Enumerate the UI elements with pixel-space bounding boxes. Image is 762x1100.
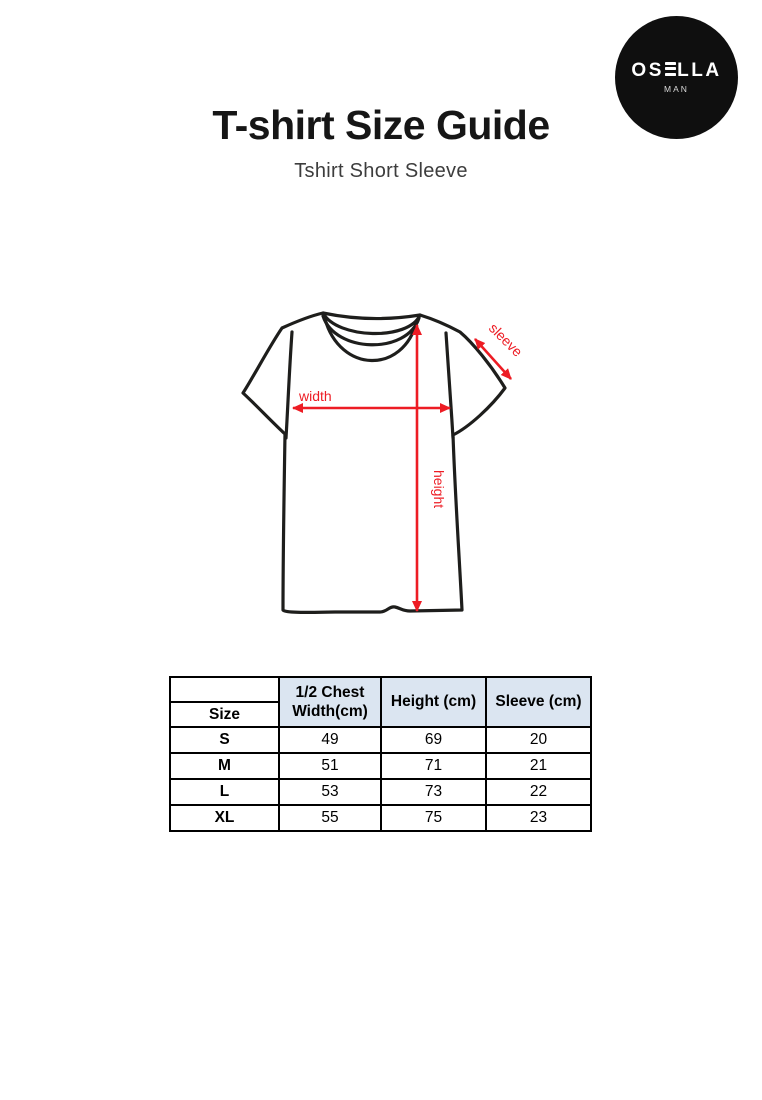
size-table-container: 1/2 Chest Width(cm) Height (cm) Sleeve (… (169, 676, 592, 832)
header-sleeve: Sleeve (cm) (485, 676, 592, 728)
page-title: T-shirt Size Guide (212, 102, 550, 148)
sleeve-cell: 23 (485, 804, 592, 832)
corner-empty-cell (169, 676, 280, 703)
logo-sub-text: MAN (664, 84, 689, 95)
size-cell: S (169, 726, 280, 754)
height-cell: 71 (380, 752, 487, 780)
sleeve-cell: 20 (485, 726, 592, 754)
chest-cell: 51 (278, 752, 382, 780)
header-row-bottom: Size (169, 701, 591, 728)
height-label: height (431, 470, 447, 508)
sleeve-arrow (474, 338, 512, 380)
chest-cell: 53 (278, 778, 382, 806)
page-subtitle: Tshirt Short Sleeve (294, 160, 468, 182)
height-cell: 75 (380, 804, 487, 832)
header-size: Size (169, 701, 280, 728)
header-chest-width: 1/2 Chest Width(cm) (278, 676, 382, 728)
logo-brand-text: OS LLA (631, 59, 722, 81)
chest-cell: 49 (278, 726, 382, 754)
table-row-m: M 51 71 21 (169, 752, 592, 780)
brand-logo: OS LLA MAN (615, 16, 738, 139)
tshirt-diagram-svg: width height sleeve (241, 311, 525, 614)
table-row-l: L 53 73 22 (169, 778, 592, 806)
height-cell: 69 (380, 726, 487, 754)
size-table: 1/2 Chest Width(cm) Height (cm) Sleeve (… (169, 676, 592, 832)
size-cell: M (169, 752, 280, 780)
header-row-top: 1/2 Chest Width(cm) Height (cm) Sleeve (… (169, 676, 592, 728)
sleeve-cell: 21 (485, 752, 592, 780)
stylized-e-glyph (664, 62, 677, 76)
table-row-s: S 49 69 20 (169, 726, 592, 754)
header-height: Height (cm) (380, 676, 487, 728)
size-cell: L (169, 778, 280, 806)
sleeve-cell: 22 (485, 778, 592, 806)
size-cell: XL (169, 804, 280, 832)
tshirt-measurement-diagram: width height sleeve (225, 295, 525, 635)
sleeve-label: sleeve (486, 320, 525, 360)
height-cell: 73 (380, 778, 487, 806)
width-label: width (298, 388, 332, 404)
tshirt-outline (241, 311, 507, 614)
chest-cell: 55 (278, 804, 382, 832)
table-row-xl: XL 55 75 23 (169, 804, 592, 832)
